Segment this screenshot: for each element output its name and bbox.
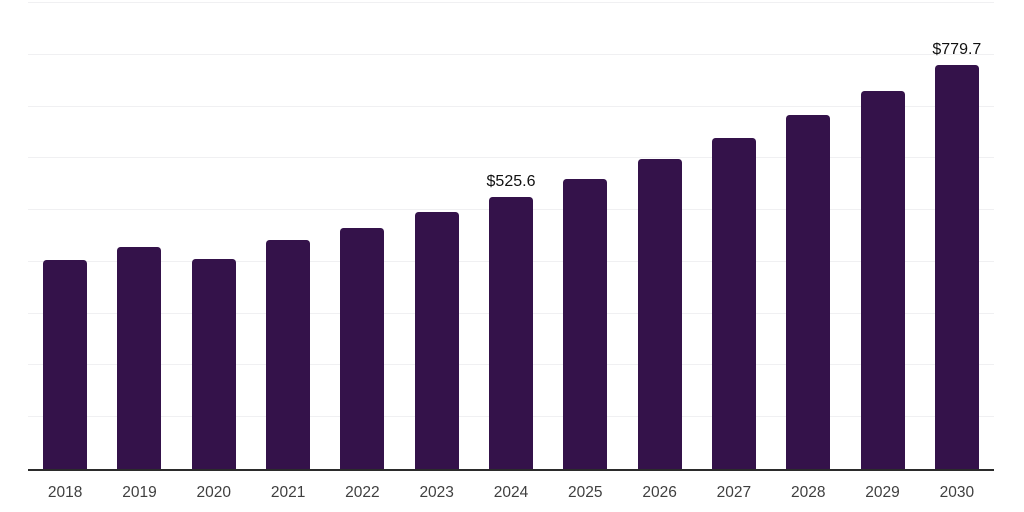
x-tick-label-2021: 2021 [270,484,306,501]
x-tick-label-2019: 2019 [122,484,157,501]
bar-2022 [340,227,385,469]
bar-2025 [563,179,608,469]
x-axis-tick-labels: 2018 2019 2020 2021 2022 2023 2024 2025 2026 2027… [28,483,994,505]
x-tick-label-2029: 2029 [865,484,900,501]
plot-area: $525.6 $779.7 [28,2,994,469]
bar-2024 [489,196,533,469]
x-tick-label-2018: 2018 [47,484,83,501]
bar-2030 [934,65,979,469]
x-tick-label-2024: 2024 [493,484,529,501]
bar-value-label-2030: $779.7 [932,41,982,59]
x-axis-line [28,469,994,471]
bar-2028 [786,115,831,469]
x-tick-label-2027: 2027 [716,484,752,501]
x-tick-label-2026: 2026 [642,484,677,501]
gridline-900 [28,2,994,3]
x-tick-label-2025: 2025 [568,484,603,501]
bar-2019 [117,246,162,469]
bar-2027 [711,138,756,469]
bar-2023 [414,212,459,469]
x-tick-label-2022: 2022 [345,484,380,501]
gridline-700 [28,105,994,107]
bar-2021 [266,239,311,469]
x-tick-label-2023: 2023 [419,484,454,501]
bar-2020 [191,258,236,469]
x-tick-label-2020: 2020 [196,484,231,501]
x-tick-label-2028: 2028 [790,484,826,501]
gridline-600 [28,157,994,159]
bar-value-label-2024: $525.6 [486,172,536,190]
bar-2026 [637,159,682,469]
x-tick-label-2030: 2030 [939,484,975,501]
gridline-800 [28,53,994,55]
bar-2029 [860,91,905,469]
bar-2018 [43,259,88,469]
